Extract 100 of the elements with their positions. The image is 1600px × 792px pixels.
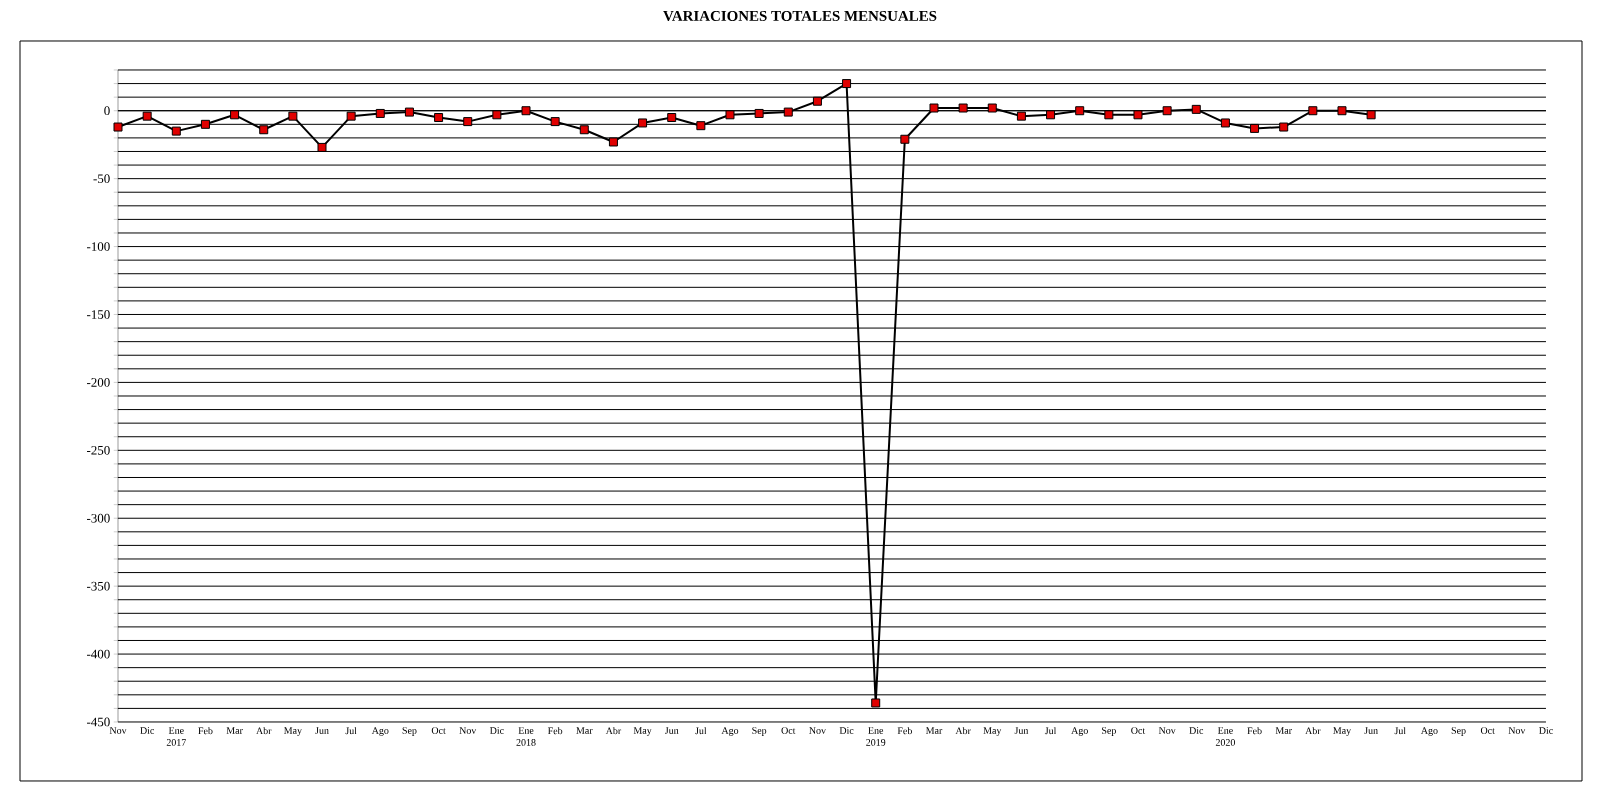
point: [1279, 122, 1289, 132]
point: [230, 110, 240, 120]
point: [521, 106, 531, 116]
point: [434, 113, 444, 123]
point: [375, 108, 385, 118]
point: [492, 110, 502, 120]
y-tick-label: -250: [86, 445, 110, 455]
x-tick-label: Abr: [256, 727, 272, 735]
point: [346, 111, 356, 121]
x-tick-label: Mar: [1275, 727, 1292, 734]
x-tick-label: Dic: [1539, 727, 1553, 734]
point: [958, 103, 968, 113]
point: [608, 137, 618, 147]
x-tick-label: Feb: [897, 727, 912, 735]
point: [1046, 110, 1056, 120]
x-tick-label: Jun: [1014, 727, 1029, 734]
point: [812, 96, 822, 106]
point: [1133, 110, 1143, 120]
x-tick-label: Jul: [695, 727, 707, 735]
x-tick-label: Ene 2019: [866, 727, 886, 746]
x-tick-label: Feb: [547, 727, 563, 735]
point: [288, 111, 298, 121]
x-tick-label: Oct: [1131, 727, 1146, 734]
point: [1162, 106, 1172, 116]
point: [1220, 118, 1230, 128]
point: [725, 110, 735, 120]
point: [638, 118, 648, 128]
x-tick-label: Mar: [226, 727, 243, 734]
point: [1191, 104, 1201, 114]
point: [1366, 110, 1376, 120]
point: [404, 107, 414, 117]
point: [929, 103, 939, 113]
x-tick-label: Nov: [1508, 727, 1526, 734]
x-tick-label: Jun: [1364, 727, 1378, 734]
x-tick-label: Sep: [1102, 727, 1116, 736]
x-tick-label: Dic: [489, 727, 504, 734]
x-tick-label: Feb: [198, 727, 213, 735]
point: [200, 119, 210, 129]
x-tick-label: Oct: [781, 727, 796, 734]
x-tick-label: May: [633, 727, 652, 736]
y-tick-label: -150: [86, 310, 110, 319]
x-tick-label: Oct: [431, 727, 446, 734]
point: [1016, 111, 1026, 121]
chart-title: VARIACIONES TOTALES MENSUALES: [663, 10, 937, 22]
x-tick-label: Abr: [605, 727, 622, 735]
x-tick-label: Mar: [925, 727, 943, 734]
x-tick-label: Ago: [1071, 727, 1088, 736]
point: [113, 122, 123, 132]
point: [259, 125, 269, 135]
point: [783, 107, 793, 117]
point: [1250, 123, 1260, 133]
x-tick-label: Oct: [1480, 727, 1495, 734]
y-tick-label: -350: [86, 581, 110, 591]
x-tick-label: Dic: [1189, 727, 1204, 734]
point: [1308, 106, 1318, 116]
point: [1075, 106, 1085, 116]
x-tick-label: Ago: [721, 727, 739, 736]
x-tick-label: Ene 2017: [166, 727, 186, 746]
x-tick-label: Ago: [371, 727, 389, 736]
x-tick-label: Nov: [809, 727, 826, 734]
x-tick-label: Feb: [1247, 727, 1262, 735]
x-tick-label: Jun: [665, 727, 679, 734]
point: [579, 125, 589, 135]
x-tick-label: Jul: [1044, 727, 1057, 735]
x-tick-label: Jul: [1394, 727, 1406, 735]
x-tick-label: Dic: [839, 727, 854, 734]
x-tick-label: Abr: [955, 727, 971, 735]
x-tick-label: Sep: [752, 727, 767, 736]
point: [754, 108, 764, 118]
x-tick-label: Sep: [402, 727, 417, 736]
x-tick-label: Sep: [1451, 727, 1466, 736]
point: [987, 103, 997, 113]
point: [550, 117, 560, 127]
x-tick-label: May: [983, 727, 1002, 736]
x-tick-label: Ago: [1420, 727, 1438, 736]
x-tick-label: Nov: [1158, 727, 1176, 734]
point: [317, 142, 327, 152]
x-tick-label: Nov: [459, 727, 477, 734]
y-tick-label: -50: [93, 174, 110, 184]
x-tick-label: Mar: [576, 727, 593, 734]
point: [696, 121, 706, 131]
x-tick-label: Ene 2018: [516, 727, 536, 746]
x-tick-label: Abr: [1305, 727, 1321, 735]
y-tick-label: -100: [86, 242, 110, 251]
x-tick-label: Jun: [315, 727, 329, 734]
point: [871, 698, 881, 708]
y-tick-label: 0: [104, 106, 110, 116]
point: [842, 79, 852, 89]
x-tick-label: Ene 2020: [1215, 727, 1235, 746]
y-tick-label: -400: [86, 649, 110, 659]
point: [667, 113, 677, 123]
point: [1104, 110, 1114, 120]
x-tick-label: Nov: [109, 727, 127, 734]
x-tick-label: Dic: [140, 727, 155, 734]
y-tick-label: -450: [86, 717, 110, 727]
point: [171, 126, 181, 136]
y-tick-label: -200: [86, 378, 110, 387]
point: [142, 111, 152, 121]
x-tick-label: May: [1333, 727, 1352, 736]
x-tick-label: May: [284, 727, 302, 736]
